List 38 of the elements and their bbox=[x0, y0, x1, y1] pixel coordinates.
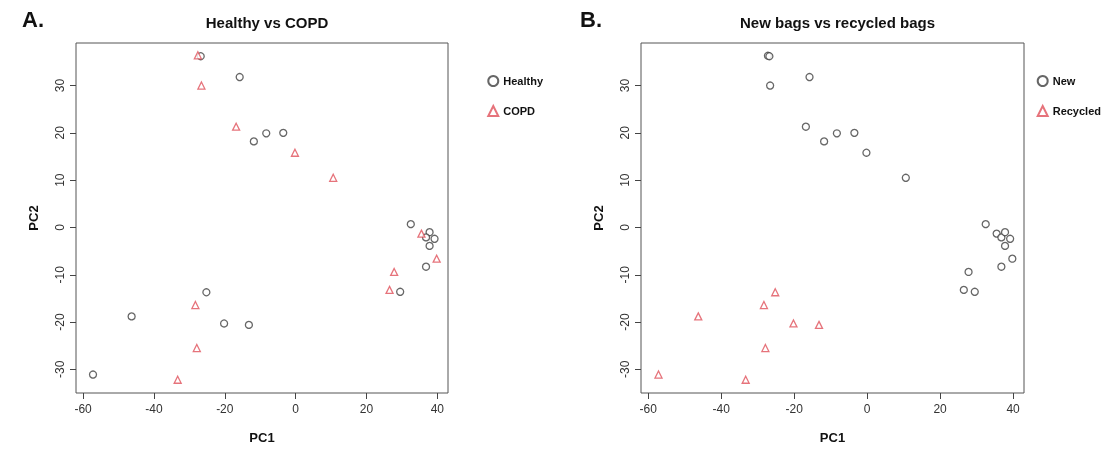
y-tick-label: 0 bbox=[53, 223, 67, 231]
text: B. bbox=[580, 6, 602, 32]
x-tick-label: -40 bbox=[712, 402, 731, 416]
legend-label: COPD bbox=[503, 105, 536, 117]
x-tick-label: 40 bbox=[430, 402, 445, 416]
y-tick-label: 0 bbox=[618, 223, 632, 231]
y-tick-label: -10 bbox=[53, 265, 67, 284]
y-tick-label: -20 bbox=[53, 313, 67, 331]
x-tick-label: -60 bbox=[639, 402, 658, 416]
y-tick-label: 10 bbox=[53, 173, 67, 187]
x-tick-label: 20 bbox=[359, 402, 374, 416]
x-tick-label: 0 bbox=[863, 402, 871, 416]
x-tick-label: 40 bbox=[1006, 402, 1021, 416]
text: A. bbox=[22, 6, 44, 32]
x-axis-title: PC1 bbox=[819, 430, 846, 445]
y-tick-label: 10 bbox=[618, 173, 632, 187]
y-axis-title: PC2 bbox=[26, 205, 41, 231]
x-tick-label: 0 bbox=[292, 402, 300, 416]
x-axis-title: PC1 bbox=[249, 430, 275, 445]
x-tick-label: -40 bbox=[145, 402, 163, 416]
y-tick-label: -30 bbox=[53, 360, 67, 379]
legend-label: Recycled bbox=[1052, 105, 1101, 117]
chart-title: Healthy vs COPD bbox=[205, 14, 329, 31]
y-tick-label: -20 bbox=[618, 313, 632, 331]
y-tick-label: 20 bbox=[618, 125, 632, 140]
y-tick-label: -10 bbox=[618, 265, 632, 284]
chart-title: New bags vs recycled bags bbox=[739, 14, 936, 31]
x-tick-label: -60 bbox=[74, 402, 93, 416]
y-tick-label: -30 bbox=[618, 360, 632, 379]
x-tick-label: -20 bbox=[785, 402, 804, 416]
y-tick-label: 20 bbox=[53, 125, 67, 140]
legend-label: New bbox=[1052, 75, 1076, 87]
x-tick-label: -20 bbox=[216, 402, 234, 416]
y-tick-label: 30 bbox=[53, 78, 67, 93]
y-tick-label: 30 bbox=[618, 78, 632, 93]
legend-label: Healthy bbox=[503, 75, 544, 87]
y-axis-title: PC2 bbox=[591, 205, 606, 231]
x-tick-label: 20 bbox=[933, 402, 948, 416]
